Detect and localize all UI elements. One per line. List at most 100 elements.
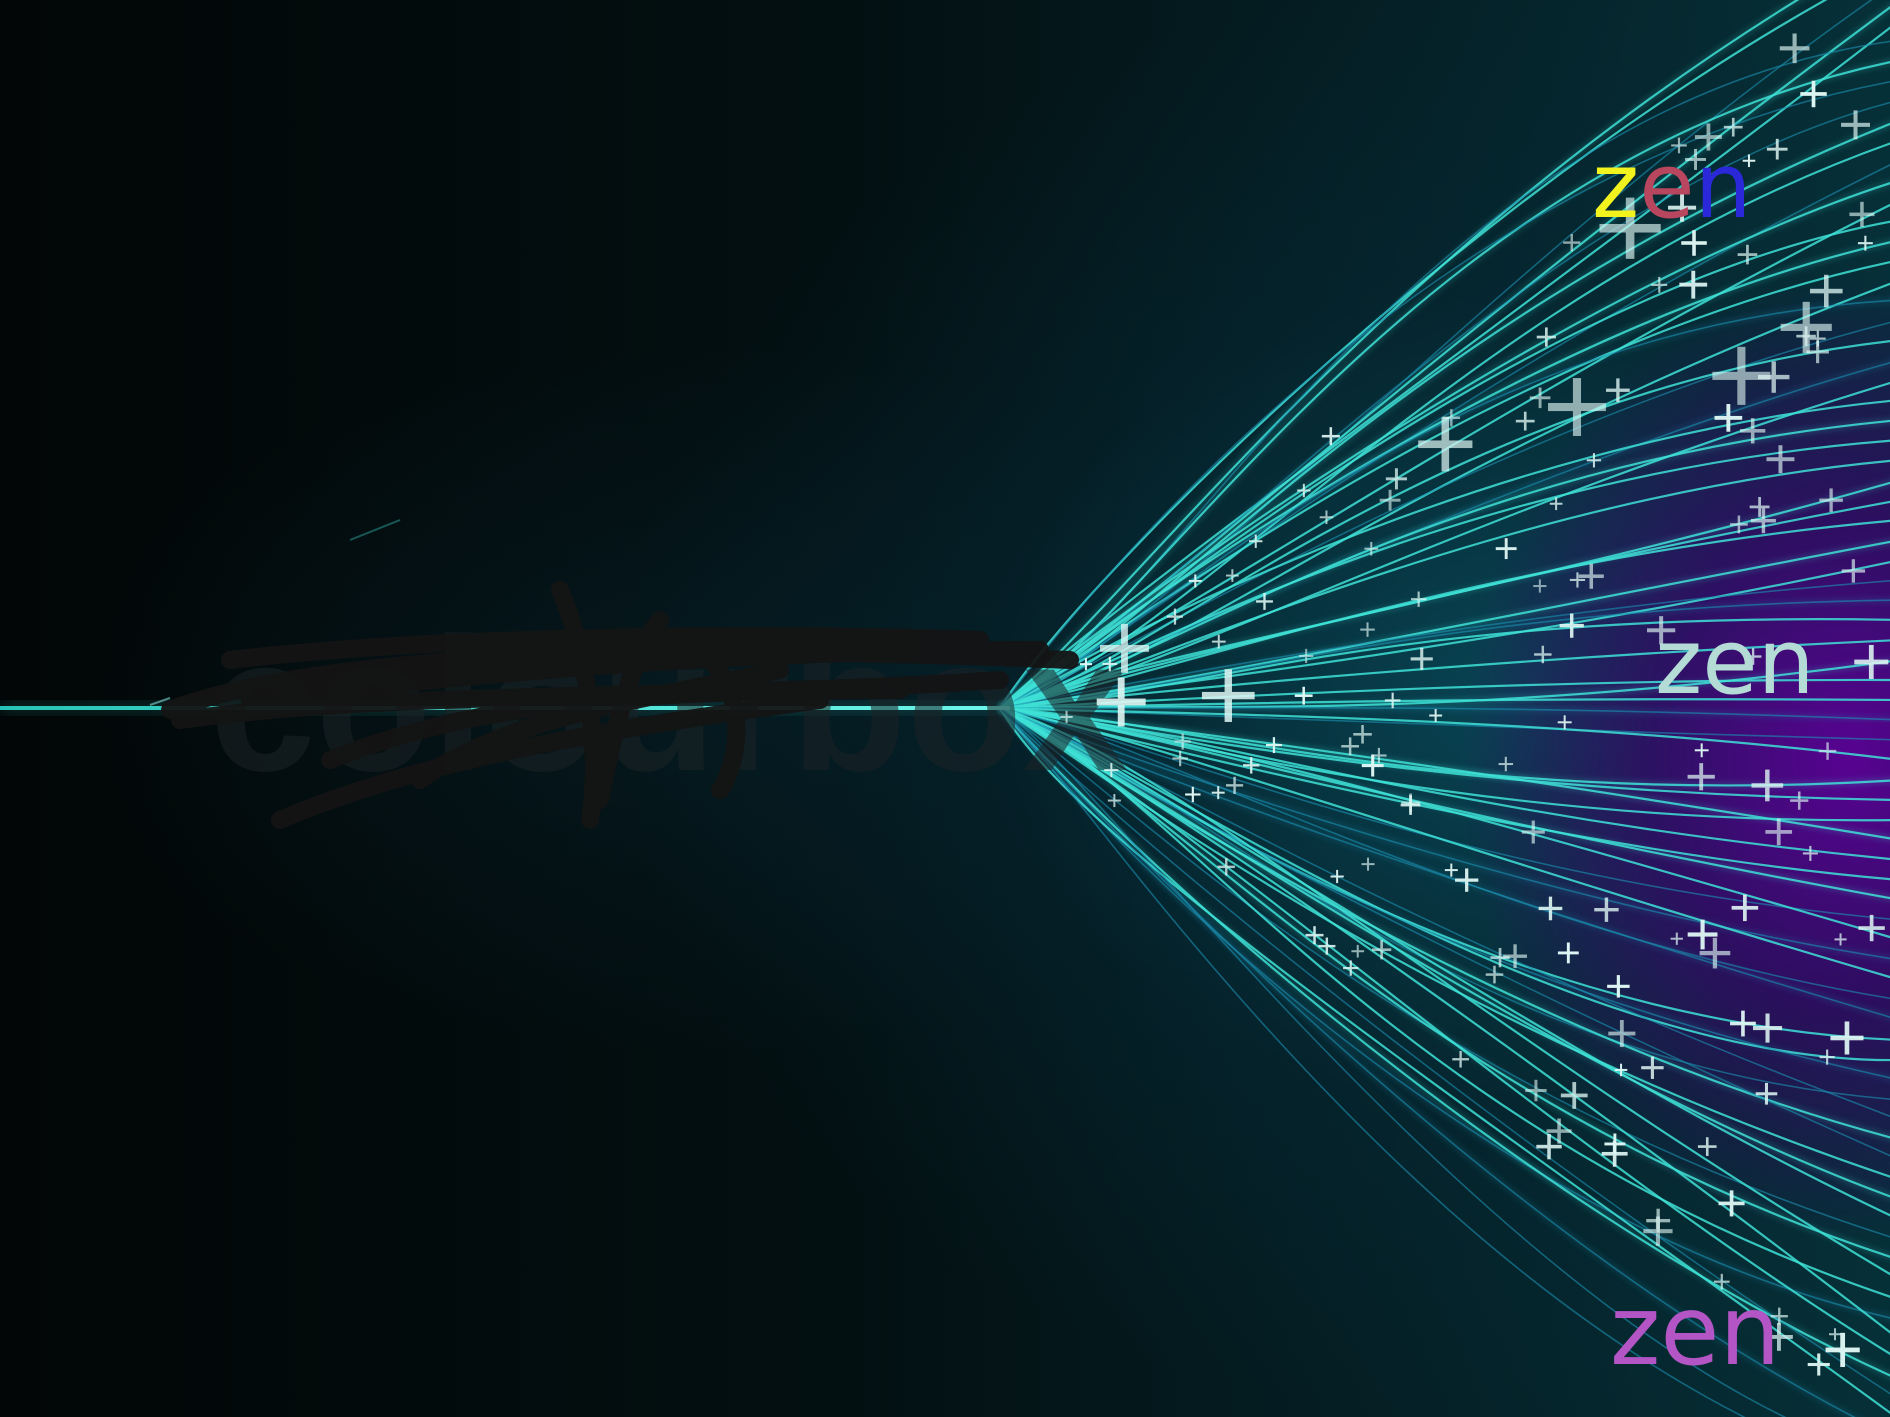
sparkle-cross	[1410, 647, 1433, 670]
sparkle-cross	[1730, 1010, 1756, 1037]
sparkle-cross	[1651, 276, 1668, 293]
fiber-strand	[999, 706, 1890, 900]
sparkle-cross	[1806, 340, 1829, 364]
sparkle-cross	[1185, 786, 1201, 803]
fiber-strand	[999, 706, 1890, 721]
fiber-strand	[999, 707, 1890, 1334]
sparkle-cross	[1361, 754, 1384, 777]
sparkle-cross	[1694, 123, 1722, 151]
sparkle-cross	[1685, 148, 1707, 170]
sparkle-cross	[1225, 569, 1239, 582]
sparkle-cross	[1737, 244, 1758, 265]
sparkle-cross	[1742, 154, 1756, 168]
fiber-strand	[999, 706, 1890, 861]
sparkle-cross	[1318, 937, 1336, 955]
sparkle-cross	[1330, 869, 1344, 884]
sparkle-cross	[1646, 1208, 1671, 1233]
sparkle-cross	[1102, 656, 1118, 672]
sparkle-cross	[1361, 857, 1375, 871]
sparkle-cross	[1800, 80, 1827, 108]
sparkle-cross	[1548, 378, 1606, 436]
fiber-strand	[999, 0, 1800, 709]
fiber-strand	[999, 706, 1890, 760]
zen-letter-z: z	[1592, 134, 1640, 239]
fiber-strand	[999, 706, 1890, 979]
sparkle-cross	[1107, 794, 1121, 808]
fiber-strand	[999, 459, 1890, 710]
fiber-strand	[999, 707, 1890, 1000]
sparkle-cross	[1699, 937, 1731, 969]
zen-label-top: zen	[1592, 142, 1752, 232]
sparkle-cross	[1265, 737, 1282, 754]
sparkle-cross	[1172, 750, 1188, 767]
sparkle-cross	[1249, 534, 1263, 548]
sparkle-cross	[1758, 361, 1790, 393]
sparkle-cross	[1599, 197, 1661, 259]
sparkle-cross	[1079, 658, 1092, 671]
sparkle-cross	[1802, 845, 1818, 861]
sparkle-cross	[1371, 940, 1392, 960]
sparkle-cross	[1521, 820, 1545, 844]
sparkle-cross	[1765, 818, 1793, 846]
fiber-strand	[999, 579, 1890, 709]
sparkle-cross	[1670, 932, 1683, 945]
sparkle-cross	[1750, 508, 1776, 534]
fiber-strand	[998, 705, 1890, 962]
sparkle-cross	[1297, 483, 1311, 498]
sparkle-cross	[1606, 378, 1630, 403]
sparkle-cross	[1418, 417, 1473, 472]
sparkle-cross	[1766, 138, 1788, 160]
sparkle-cross	[1211, 634, 1226, 649]
sparkle-cross	[1681, 230, 1707, 256]
sparkle-cross	[1755, 1082, 1778, 1105]
sparkle-cross	[1385, 468, 1408, 490]
fiber-strand	[999, 706, 1890, 939]
sparkle-cross	[1718, 1190, 1745, 1217]
sparkle-cross	[1560, 1082, 1588, 1109]
sparkle-cross	[1226, 776, 1244, 794]
sparkle-cross	[1104, 763, 1119, 778]
sparkle-cross	[1586, 453, 1602, 468]
sparkle-cross	[1515, 411, 1535, 431]
sparkle-cross	[1752, 1013, 1783, 1043]
sparkle-cross	[1647, 616, 1676, 645]
fiber-strand	[999, 706, 1890, 1217]
sparkle-cross	[1060, 710, 1073, 724]
sparkle-cross	[1819, 1049, 1835, 1065]
sparkle-cross	[1557, 715, 1572, 730]
sparkle-cross	[1442, 409, 1461, 427]
sparkle-cross	[1538, 896, 1563, 921]
sparkle-cross	[1825, 1332, 1860, 1368]
sparkle-cross	[1818, 742, 1837, 760]
sparkle-cross	[1744, 648, 1762, 665]
fiber-strand	[999, 707, 1890, 1118]
fiber-strand	[999, 707, 1890, 1238]
sparkle-cross	[1714, 404, 1743, 432]
fiber-strand	[999, 707, 1890, 960]
sparkle-cross	[1536, 1133, 1562, 1160]
sparkle-cross	[1341, 737, 1359, 756]
zen-label-bottom: zen	[1610, 1275, 1781, 1387]
fiber-strand	[999, 439, 1890, 710]
sparkle-cross	[1578, 563, 1604, 589]
fiber-strand	[999, 707, 1890, 1415]
sparkle-cross	[1679, 270, 1708, 299]
sparkle-cross	[1536, 327, 1556, 347]
sparkle-cross	[1563, 234, 1581, 252]
sparkle-cross	[1444, 863, 1458, 877]
sparkle-cross	[1697, 1137, 1717, 1156]
sparkle-cross	[1569, 572, 1586, 588]
sparkle-cross	[1217, 858, 1235, 876]
sparkle-cross	[1607, 975, 1630, 998]
sparkle-cross	[1796, 326, 1816, 346]
sparkle-cross	[1671, 137, 1687, 154]
sparkle-cross	[1687, 919, 1718, 950]
sparkle-cross	[1594, 897, 1619, 922]
sparkle-cross	[1857, 235, 1873, 251]
sparkle-cross	[1731, 894, 1759, 922]
fiber-strand	[999, 419, 1890, 710]
fiber-strand	[999, 707, 1890, 1395]
fiber-strand	[999, 519, 1890, 710]
sparkle-cross	[1841, 559, 1866, 583]
sparkle-cross	[1557, 942, 1579, 964]
